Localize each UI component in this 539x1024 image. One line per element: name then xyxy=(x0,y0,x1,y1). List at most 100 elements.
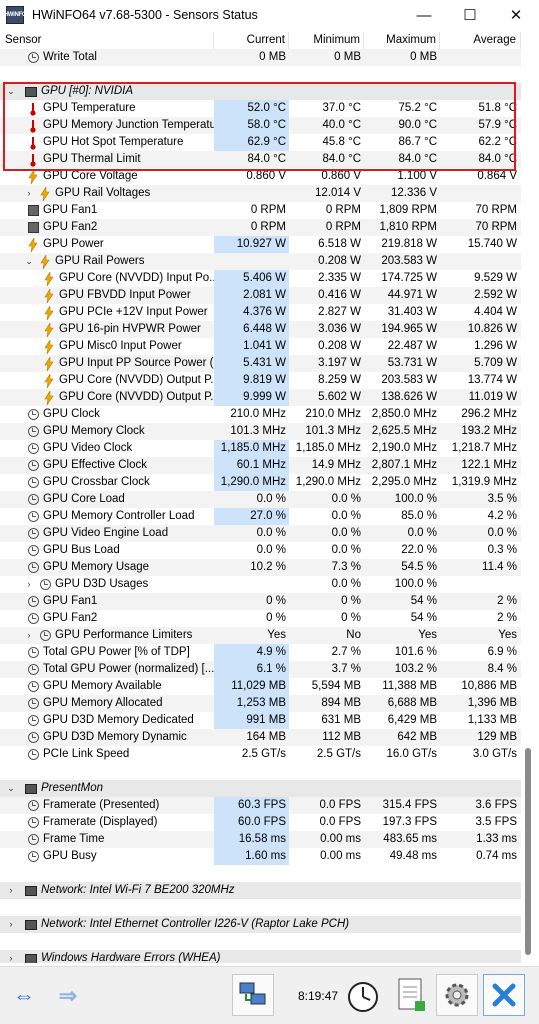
maximum-value: 22.487 W xyxy=(387,340,437,352)
close-button[interactable]: ✕ xyxy=(509,7,523,24)
chip-icon xyxy=(24,85,38,99)
chevron-right-icon[interactable]: › xyxy=(27,579,31,589)
chevron-right-icon[interactable]: › xyxy=(9,919,13,929)
sensor-row[interactable]: GPU Bus Load 0.0 % 0.0 % 22.0 % 0.3 % xyxy=(0,542,521,559)
sensor-row[interactable]: Write Total 0 MB 0 MB 0 MB xyxy=(0,49,521,66)
lightning-bolt-icon xyxy=(42,339,56,354)
sensor-row[interactable]: GPU D3D Memory Dynamic 164 MB 112 MB 642 MB… xyxy=(0,729,521,746)
average-value: 1.296 W xyxy=(474,340,517,352)
sensor-row[interactable]: GPU Power 10.927 W 6.518 W 219.818 W 15.740 … xyxy=(0,236,521,253)
maximize-button[interactable]: ☐ xyxy=(463,7,477,24)
sensor-row[interactable]: GPU Video Engine Load 0.0 % 0.0 % 0.0 % 0.0 … xyxy=(0,525,521,542)
sensor-row[interactable]: Framerate (Presented) 60.3 FPS 0.0 FPS 315.… xyxy=(0,797,521,814)
sensor-label: Write Total xyxy=(43,51,97,63)
sensor-row[interactable]: GPU D3D Memory Dedicated 991 MB 631 MB 6,42… xyxy=(0,712,521,729)
sensor-list[interactable]: Write Total 0 MB 0 MB 0 MB ⌄ GPU [#0]: NVIDIA… xyxy=(0,49,521,963)
sensor-label: GPU Memory Clock xyxy=(43,425,145,437)
sensor-row[interactable]: GPU Memory Controller Load 27.0 % 0.0 % 85.… xyxy=(0,508,521,525)
move-right-arrows-icon[interactable]: ⇒ xyxy=(58,983,78,1008)
sensor-group-row[interactable]: › Network: Intel Ethernet Controller I226… xyxy=(0,916,521,933)
sensor-row[interactable]: GPU Memory Clock 101.3 MHz 101.3 MHz 2,625.… xyxy=(0,423,521,440)
sensor-row[interactable]: Total GPU Power (normalized) [... 6.1 % 3.… xyxy=(0,661,521,678)
average-value: Yes xyxy=(498,629,517,641)
sensor-row[interactable]: GPU Hot Spot Temperature 62.9 °C 45.8 °C 86… xyxy=(0,134,521,151)
sensor-row[interactable]: GPU Core Load 0.0 % 0.0 % 100.0 % 3.5 % xyxy=(0,491,521,508)
sensor-row[interactable]: › GPU Performance Limiters Yes No Yes Yes xyxy=(0,627,521,644)
current-value: 164 MB xyxy=(246,731,286,743)
sensor-row[interactable]: GPU Core Voltage 0.860 V 0.860 V 1.100 V 0.8… xyxy=(0,168,521,185)
sensor-row[interactable]: Total GPU Power [% of TDP] 4.9 % 2.7 % 101.… xyxy=(0,644,521,661)
close-sensors-icon[interactable] xyxy=(483,974,525,1016)
sensor-row[interactable]: GPU Clock 210.0 MHz 210.0 MHz 2,850.0 MHz 29… xyxy=(0,406,521,423)
sensor-row[interactable]: GPU Busy 1.60 ms 0.00 ms 49.48 ms 0.74 ms xyxy=(0,848,521,865)
chevron-down-icon[interactable]: ⌄ xyxy=(7,86,15,96)
maximum-value: 22.0 % xyxy=(401,544,437,556)
maximum-value: 54 % xyxy=(410,612,437,624)
sensor-row[interactable]: GPU Fan1 0 RPM 0 RPM 1,809 RPM 70 RPM xyxy=(0,202,521,219)
sensor-row[interactable]: GPU Fan2 0 RPM 0 RPM 1,810 RPM 70 RPM xyxy=(0,219,521,236)
sensor-row[interactable]: GPU Crossbar Clock 1,290.0 MHz 1,290.0 MHz… xyxy=(0,474,521,491)
scrollbar-thumb[interactable] xyxy=(525,748,531,955)
sensor-row[interactable]: GPU Temperature 52.0 °C 37.0 °C 75.2 °C 51.8… xyxy=(0,100,521,117)
minimum-value: 0 RPM xyxy=(325,204,361,216)
window-title: HWiNFO64 v7.68-5300 - Sensors Status xyxy=(32,8,258,22)
network-computers-icon[interactable] xyxy=(232,974,274,1016)
sensor-row[interactable]: › GPU Rail Voltages 12.014 V 12.336 V xyxy=(0,185,521,202)
sensor-row[interactable]: GPU Memory Allocated 1,253 MB 894 MB 6,688 … xyxy=(0,695,521,712)
sensor-row[interactable]: Framerate (Displayed) 60.0 FPS 0.0 FPS 197.… xyxy=(0,814,521,831)
sensor-row[interactable]: GPU PCIe +12V Input Power 4.376 W 2.827 W 3… xyxy=(0,304,521,321)
sensor-label: GPU Fan1 xyxy=(43,595,98,607)
col-sensor[interactable]: Sensor xyxy=(0,32,214,50)
maximum-value: 0.0 % xyxy=(407,527,437,539)
sensor-row[interactable]: GPU Memory Usage 10.2 % 7.3 % 54.5 % 11.4 % xyxy=(0,559,521,576)
sensor-row[interactable]: GPU Input PP Source Power (... 5.431 W 3.1… xyxy=(0,355,521,372)
sensor-row[interactable]: GPU Misc0 Input Power 1.041 W 0.208 W 22.48… xyxy=(0,338,521,355)
sensor-row[interactable]: GPU Thermal Limit 84.0 °C 84.0 °C 84.0 °C 84… xyxy=(0,151,521,168)
chevron-right-icon[interactable]: › xyxy=(9,953,13,963)
col-current[interactable]: Current xyxy=(214,32,289,50)
gauge-icon xyxy=(26,595,40,609)
collapse-expand-arrows-icon[interactable]: ⇔ xyxy=(13,983,35,1008)
sensor-row[interactable]: GPU Memory Available 11,029 MB 5,594 MB 11,… xyxy=(0,678,521,695)
stopwatch-icon[interactable] xyxy=(345,974,381,1018)
sensor-group-row[interactable]: ⌄ GPU [#0]: NVIDIA xyxy=(0,83,521,100)
col-maximum[interactable]: Maximum xyxy=(364,32,440,50)
report-add-icon[interactable] xyxy=(395,974,429,1018)
sensor-row[interactable]: GPU Video Clock 1,185.0 MHz 1,185.0 MHz 2,1… xyxy=(0,440,521,457)
sensor-row[interactable]: GPU Effective Clock 60.1 MHz 14.9 MHz 2,807… xyxy=(0,457,521,474)
sensor-row[interactable]: ⌄ GPU Rail Powers 0.208 W 203.583 W xyxy=(0,253,521,270)
sensor-row[interactable]: GPU Fan1 0 % 0 % 54 % 2 % xyxy=(0,593,521,610)
sensor-group-row[interactable]: ⌄ PresentMon xyxy=(0,780,521,797)
sensor-row[interactable]: GPU FBVDD Input Power 2.081 W 0.416 W 44.97… xyxy=(0,287,521,304)
sensor-label: GPU Crossbar Clock xyxy=(43,476,150,488)
sensor-row[interactable]: GPU Core (NVVDD) Input Po... 5.406 W 2.335… xyxy=(0,270,521,287)
sensor-row[interactable]: › GPU D3D Usages 0.0 % 100.0 % xyxy=(0,576,521,593)
sensor-group-row[interactable]: › Network: Intel Wi-Fi 7 BE200 320MHz xyxy=(0,882,521,899)
gauge-icon xyxy=(26,493,40,507)
col-minimum[interactable]: Minimum xyxy=(289,32,364,50)
sensor-row[interactable]: GPU Core (NVVDD) Output P... 9.999 W 5.602… xyxy=(0,389,521,406)
sensor-row[interactable]: Frame Time 16.58 ms 0.00 ms 483.65 ms 1.33 m… xyxy=(0,831,521,848)
current-value: 11,029 MB xyxy=(214,678,289,695)
chevron-down-icon[interactable]: ⌄ xyxy=(25,256,33,266)
maximum-value: 174.725 W xyxy=(381,272,437,284)
col-average[interactable]: Average xyxy=(440,32,521,50)
sensor-group-row[interactable]: › Windows Hardware Errors (WHEA) xyxy=(0,950,521,963)
average-value xyxy=(440,185,521,202)
sensor-row[interactable]: GPU Memory Junction Temperature 58.0 °C 40… xyxy=(0,117,521,134)
chevron-right-icon[interactable]: › xyxy=(27,188,31,198)
chevron-down-icon[interactable]: ⌄ xyxy=(7,783,15,793)
sensor-label: GPU Memory Allocated xyxy=(43,697,163,709)
current-value: 10.2 % xyxy=(250,561,286,573)
minimize-button[interactable]: — xyxy=(416,6,432,24)
sensor-row[interactable]: GPU Core (NVVDD) Output P... 9.819 W 8.259… xyxy=(0,372,521,389)
chevron-right-icon[interactable]: › xyxy=(27,630,31,640)
settings-gear-icon[interactable] xyxy=(436,974,478,1016)
lightning-bolt-icon xyxy=(42,322,56,337)
sensor-label: GPU PCIe +12V Input Power xyxy=(59,306,208,318)
chevron-right-icon[interactable]: › xyxy=(9,885,13,895)
sensor-row[interactable]: PCIe Link Speed 2.5 GT/s 2.5 GT/s 16.0 GT/s… xyxy=(0,746,521,763)
sensor-row[interactable]: GPU 16-pin HVPWR Power 6.448 W 3.036 W 194.… xyxy=(0,321,521,338)
vertical-scrollbar[interactable] xyxy=(522,49,539,963)
sensor-row[interactable]: GPU Fan2 0 % 0 % 54 % 2 % xyxy=(0,610,521,627)
